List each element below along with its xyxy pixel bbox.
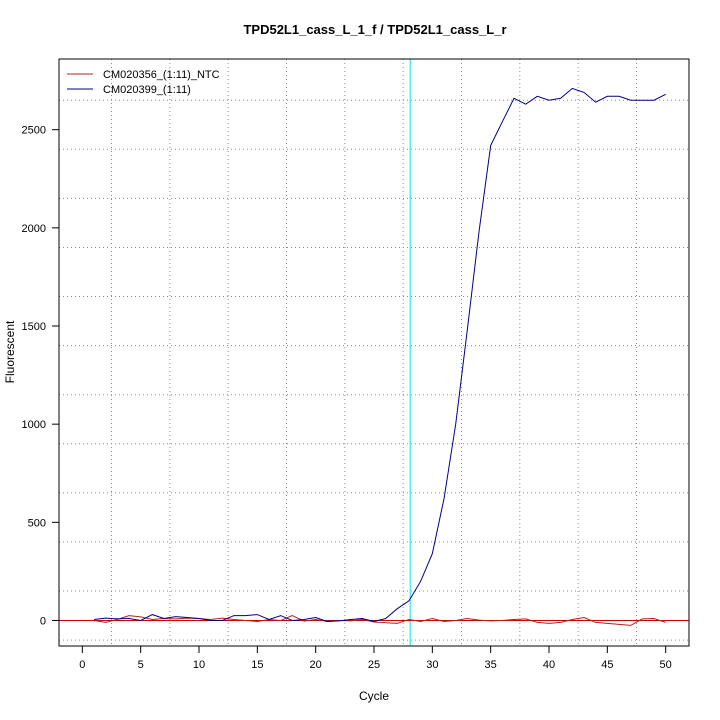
threshold-layer bbox=[59, 59, 689, 646]
x-tick-label: 30 bbox=[426, 659, 438, 671]
legend-label: CM020356_(1:11)_NTC bbox=[103, 69, 220, 81]
y-tick-label: 1500 bbox=[22, 321, 46, 333]
x-tick-label: 45 bbox=[601, 659, 613, 671]
y-tick-label: 2500 bbox=[22, 125, 46, 137]
legend-label: CM020399_(1:11) bbox=[103, 84, 191, 96]
y-axis-label: Fluorescent bbox=[3, 320, 17, 383]
y-tick-label: 500 bbox=[28, 517, 46, 529]
chart-title: TPD52L1_cass_L_1_f / TPD52L1_cass_L_r bbox=[243, 22, 506, 37]
grid-lines bbox=[59, 59, 689, 646]
series-line-2 bbox=[93, 87, 666, 623]
x-tick-label: 20 bbox=[310, 659, 322, 671]
y-tick-label: 1000 bbox=[22, 419, 46, 431]
series-lines bbox=[93, 87, 666, 626]
x-axis: 0 5 10 15 20 25 30 35 40 45 50 bbox=[79, 646, 672, 671]
x-tick-label: 40 bbox=[543, 659, 555, 671]
y-tick-label: 0 bbox=[40, 615, 46, 627]
y-tick-label: 2000 bbox=[22, 223, 46, 235]
plot-area-border bbox=[58, 58, 690, 647]
legend: CM020356_(1:11)_NTC CM020399_(1:11) bbox=[67, 69, 220, 96]
x-tick-label: 0 bbox=[79, 659, 85, 671]
x-tick-label: 35 bbox=[485, 659, 497, 671]
x-tick-label: 25 bbox=[368, 659, 380, 671]
y-axis: 0 500 1000 1500 2000 2500 bbox=[22, 125, 59, 627]
x-tick-label: 50 bbox=[660, 659, 672, 671]
x-tick-label: 15 bbox=[251, 659, 263, 671]
x-tick-label: 5 bbox=[138, 659, 144, 671]
x-axis-label: Cycle bbox=[359, 689, 389, 703]
x-tick-label: 10 bbox=[193, 659, 205, 671]
